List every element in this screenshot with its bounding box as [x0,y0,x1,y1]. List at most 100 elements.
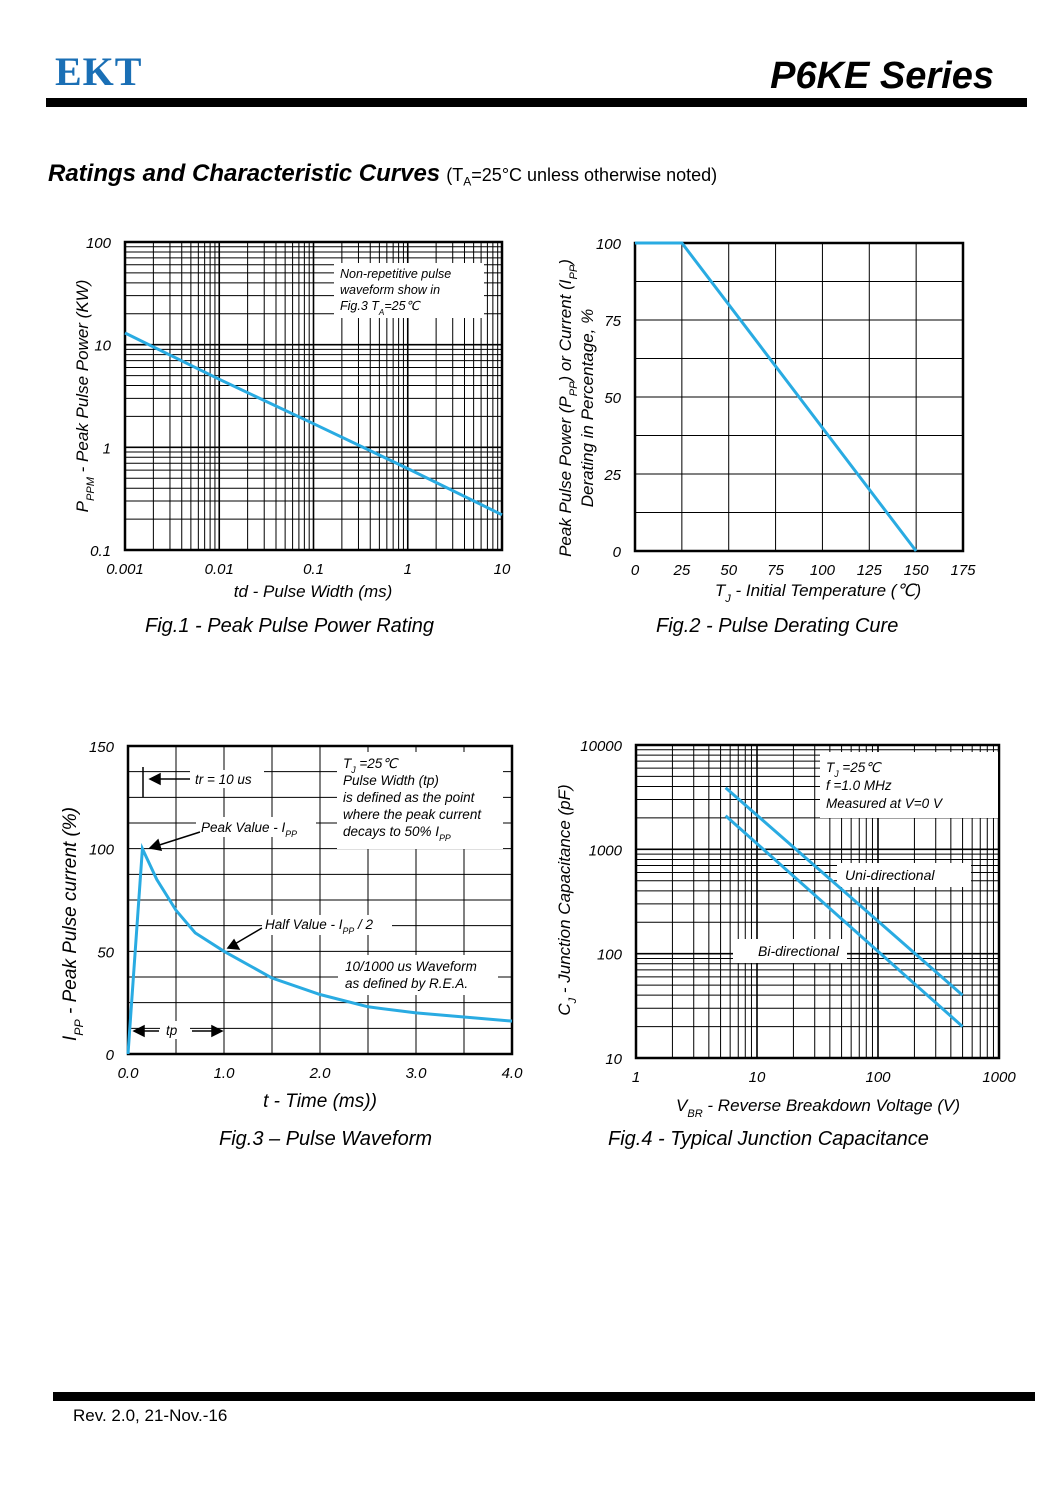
fig3-tr-box [190,770,264,788]
fig1-y-tick-label: 10 [94,338,111,355]
fig4-y-tick-label: 1000 [589,842,623,859]
fig4-x-tick-label: 100 [865,1069,891,1086]
fig3-tp-box [160,1021,190,1039]
revision-note: Rev. 2.0, 21-Nov.-16 [73,1406,228,1425]
fig4-annotation-line: Measured at V=0 V [826,796,944,811]
fig2-series-line [635,241,918,552]
fig1-x-tick-label: 0.1 [303,561,324,578]
fig2-y-tick-label: 50 [604,390,621,407]
fig4-annotation-line: TJ =25℃ [826,760,882,779]
fig4-y-axis-label: CJ - Junction Capacitance (pF) [555,784,579,1015]
fig3-definition-line: where the peak current [343,807,482,822]
fig1-annotation-box [334,263,484,318]
section-note: (TA=25°C unless otherwise noted) [446,165,718,189]
fig3-definition-line: TJ =25℃ [343,756,399,775]
fig3-tp-arrow [132,1024,224,1038]
fig2-x-axis-label: TJ - Initial Temperature (℃) [715,581,921,605]
fig3-x-tick-label: 2.0 [309,1065,332,1082]
fig2-y-axis-label-2: Derating in Percentage, % [578,309,597,507]
fig4-series-bi-line [724,814,964,1028]
fig3-waveform-box [338,955,498,995]
fig3-peak-label: Peak Value - IPP [201,820,297,839]
fig3-definition-line: Pulse Width (tp) [343,773,439,788]
fig1-y-tick-label: 0.1 [90,543,111,560]
fig3-x-tick-label: 0.0 [118,1065,140,1082]
fig3-peak-box [196,817,316,837]
fig3-definition-box [337,752,503,849]
fig3-y-tick-label: 150 [89,739,115,756]
fig3-series-line [126,842,513,1055]
fig2-x-tick-label: 50 [720,562,737,579]
fig3-x-tick-label: 4.0 [502,1065,524,1082]
plot-frame [126,744,514,1056]
company-logo: EKT [55,49,143,94]
fig3-waveform-line: as defined by R.E.A. [345,976,468,991]
fig2-x-tick-label: 100 [810,562,836,579]
fig4-legend-bi-label: Bi-directional [758,943,840,959]
fig3-peak-arrow [148,831,201,851]
fig1-y-tick-label: 1 [103,440,111,457]
fig1-annotation-line: waveform show in [340,283,440,297]
series-title: P6KE Series [770,55,994,97]
fig1-x-tick-label: 1 [404,561,412,578]
fig2-y-axis-label: Peak Pulse Power (PPP) or Current (IPP) [556,259,580,557]
fig4-uni-label-box [837,863,971,887]
fig2-y-tick-label: 75 [604,313,621,330]
plot-frame [633,241,965,553]
fig4-x-tick-label: 1000 [982,1069,1016,1086]
fig4-x-tick-label: 10 [749,1069,766,1086]
fig3-definition-line: decays to 50% IPP [343,824,451,843]
fig2-chart: 0 25 50 75 100 125 150 175 0 25 50 75 100 TJ - Initia… [556,236,976,605]
fig1-x-axis-label: td - Pulse Width (ms) [234,582,393,601]
fig4-y-tick-label: 100 [597,947,623,964]
fig3-half-box [262,915,392,935]
fig4-series-uni-line [724,786,964,997]
fig3-waveform-line: 10/1000 us Waveform [345,959,477,974]
plot-frame [123,240,504,552]
fig2-y-tick-label: 25 [603,467,621,484]
fig1-annotation-line: Non-repetitive pulse [340,267,451,281]
fig2-x-tick-label: 25 [673,562,691,579]
header-rule [46,98,1027,107]
section-heading: Ratings and Characteristic Curves (TA=25… [48,160,717,189]
fig2-x-tick-label: 125 [857,562,883,579]
fig3-tr-arrow [148,772,190,786]
fig1-x-tick-label: 10 [494,561,511,578]
fig3-half-label: Half Value - IPP / 2 [265,917,374,936]
fig3-y-tick-label: 0 [106,1047,115,1064]
plot-frame [634,743,1001,1060]
fig1-series-line [124,331,503,517]
fig4-y-tick-label: 10000 [580,738,622,755]
fig2-x-tick-label: 0 [631,562,640,579]
fig4-y-tick-label: 10 [605,1051,622,1068]
fig3-x-tick-label: 3.0 [406,1065,428,1082]
fig4-bi-label-box [733,939,847,963]
footer-rule [53,1392,1035,1401]
fig3-y-tick-label: 50 [97,944,114,961]
fig4-annotation-line: f =1.0 MHz [826,778,892,793]
fig1-x-tick-label: 0.001 [106,561,144,578]
fig4-caption: Fig.4 - Typical Junction Capacitance [608,1128,929,1150]
fig4-legend-uni-label: Uni-directional [845,867,935,883]
section-title: Ratings and Characteristic Curves [48,160,441,187]
fig3-chart: tr = 10 us Peak Value - IPP Half Value - I… [60,739,523,1112]
fig1-y-axis-label: PPPM - Peak Pulse Power (KW) [73,280,97,513]
fig3-x-tick-label: 1.0 [214,1065,236,1082]
fig2-x-tick-label: 150 [904,562,930,579]
fig3-y-tick-label: 100 [89,842,115,859]
fig3-y-axis-label: IPP - Peak Pulse current (%) [60,807,86,1041]
fig2-caption: Fig.2 - Pulse Derating Cure [656,615,899,637]
fig3-tr-label: tr = 10 us [195,772,252,787]
fig3-definition-line: is defined as the point [343,790,476,805]
fig1-chart: Non-repetitive pulse waveform show in Fig.… [73,235,511,601]
fig4-x-axis-label: VBR - Reverse Breakdown Voltage (V) [676,1096,960,1120]
fig3-half-arrow [226,927,263,950]
fig1-y-tick-label: 100 [86,235,112,252]
fig4-annotation-box [820,752,998,818]
fig2-y-tick-label: 100 [596,236,622,253]
fig3-tp-label: tp [166,1023,178,1038]
fig3-x-axis-label: t - Time (ms)) [263,1091,377,1112]
fig3-caption: Fig.3 – Pulse Waveform [219,1128,433,1150]
fig1-annotation-line: Fig.3 TA=25℃ [340,299,422,317]
